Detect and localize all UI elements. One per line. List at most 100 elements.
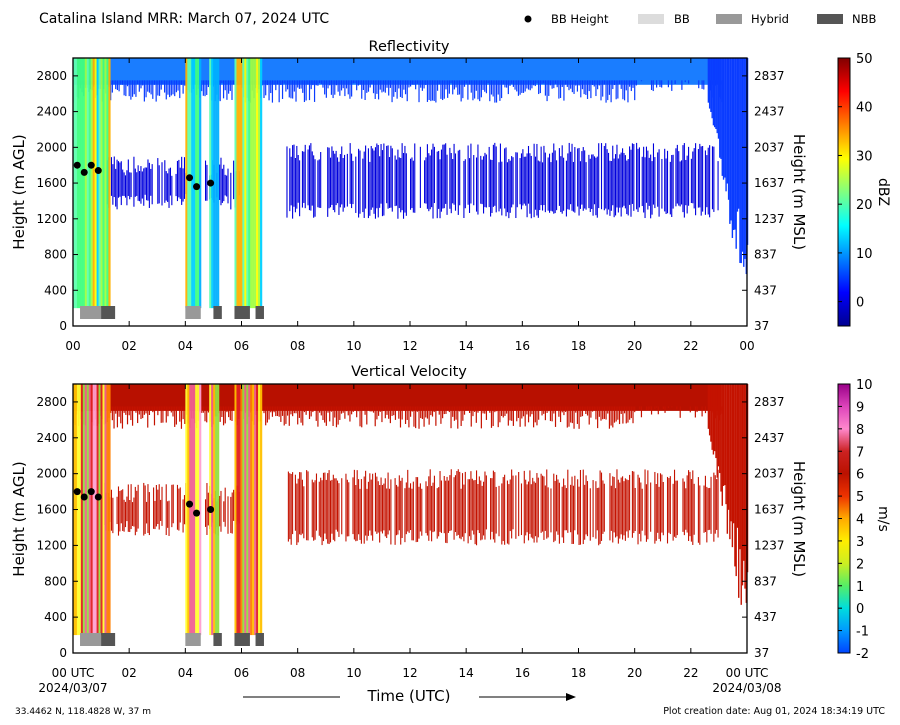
echo-column [470,80,472,93]
echo-column [507,406,509,426]
echo-column [659,473,662,542]
echo-column [302,406,304,426]
echo-column [527,481,530,541]
echo-column [612,476,614,543]
echo-column [312,406,314,413]
echo-column [561,80,563,87]
echo-column [150,168,152,196]
echo-column [554,150,556,214]
end-date-label: 2024/03/08 [712,681,781,695]
echo-column [647,470,649,540]
echo-column [204,160,207,201]
echo-column [327,473,329,544]
colorbar-tick-label: 4 [856,513,864,528]
echo-column [148,162,150,208]
echo-column [544,152,546,213]
echo-column [329,480,332,543]
echo-column [483,481,485,536]
echo-column [532,477,534,539]
echo-column [654,157,656,209]
echo-column [338,161,340,215]
echo-column [123,172,125,196]
echo-column [618,80,621,85]
echo-column [526,153,528,218]
echo-column [141,171,143,199]
echo-column [435,80,437,103]
echo-column [567,153,569,210]
echo-column [491,159,493,213]
echo-column [494,80,496,103]
echo-column [738,58,740,209]
bb-height-point [186,500,194,508]
y-tick-label-left: 800 [44,574,67,588]
echo-column [658,149,660,217]
echo-column [514,80,516,90]
echo-column [720,58,722,159]
echo-column [688,146,690,206]
echo-column [571,80,573,93]
echo-column [125,80,127,97]
echo-column [377,80,380,100]
echo-column [464,159,466,209]
echo-column [443,80,445,99]
echo-column [479,80,481,102]
echo-column [220,490,222,532]
echo-column [317,160,319,208]
echo-column [322,472,325,542]
echo-column [206,80,208,95]
echo-column [676,144,678,204]
echo-column [492,470,494,540]
echo-column [324,80,326,95]
echo-column [183,495,186,525]
echo-column [393,406,395,416]
echo-column [554,406,557,427]
echo-column [308,145,310,211]
echo-column [586,406,589,416]
colorbar-tick-label: 3 [856,535,864,550]
echo-column [281,80,284,99]
echo-column [145,406,147,414]
echo-column [160,80,162,90]
y-tick-label-right: 2437 [754,431,785,445]
echo-column [481,159,483,205]
echo-column [541,406,543,416]
echo-column [320,80,322,84]
echo-column [133,406,135,412]
echo-column [271,406,274,417]
rain-column [199,58,202,309]
echo-column [459,149,461,206]
echo-column [543,80,545,84]
echo-column [288,406,290,426]
echo-column [460,80,462,102]
echo-column [692,470,694,545]
echo-column [380,477,382,532]
echo-column [543,476,545,540]
echo-column [693,148,695,209]
rain-column [185,58,188,309]
echo-column [697,149,699,208]
echo-column [480,80,482,98]
echo-column [415,406,417,429]
colorbar-tick-label: -1 [856,625,869,640]
echo-column [627,159,629,216]
echo-column [568,406,570,427]
echo-column [129,500,131,533]
echo-column [303,80,306,103]
echo-column [148,406,151,416]
bb-height-point [73,488,81,496]
rain-column [215,58,218,309]
rain-column [217,384,220,636]
echo-column [516,80,518,92]
echo-column [695,143,697,216]
echo-column [551,406,553,422]
echo-column [357,406,359,412]
echo-column [130,80,132,100]
echo-column [530,155,532,219]
x-tick-label: 14 [459,666,474,680]
echo-column [387,145,389,209]
echo-column [153,487,155,529]
echo-column [112,164,114,205]
echo-column [640,80,643,82]
echo-column [426,406,429,419]
echo-column [498,162,500,212]
